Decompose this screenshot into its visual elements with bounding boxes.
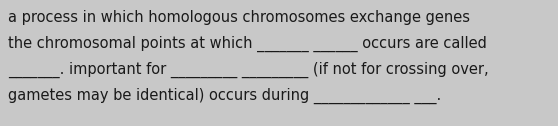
Text: the chromosomal points at which _______ ______ occurs are called: the chromosomal points at which _______ … (8, 36, 487, 52)
Text: _______. important for _________ _________ (if not for crossing over,: _______. important for _________ _______… (8, 62, 489, 78)
Text: gametes may be identical) occurs during _____________ ___.: gametes may be identical) occurs during … (8, 88, 441, 104)
Text: a process in which homologous chromosomes exchange genes: a process in which homologous chromosome… (8, 10, 470, 25)
